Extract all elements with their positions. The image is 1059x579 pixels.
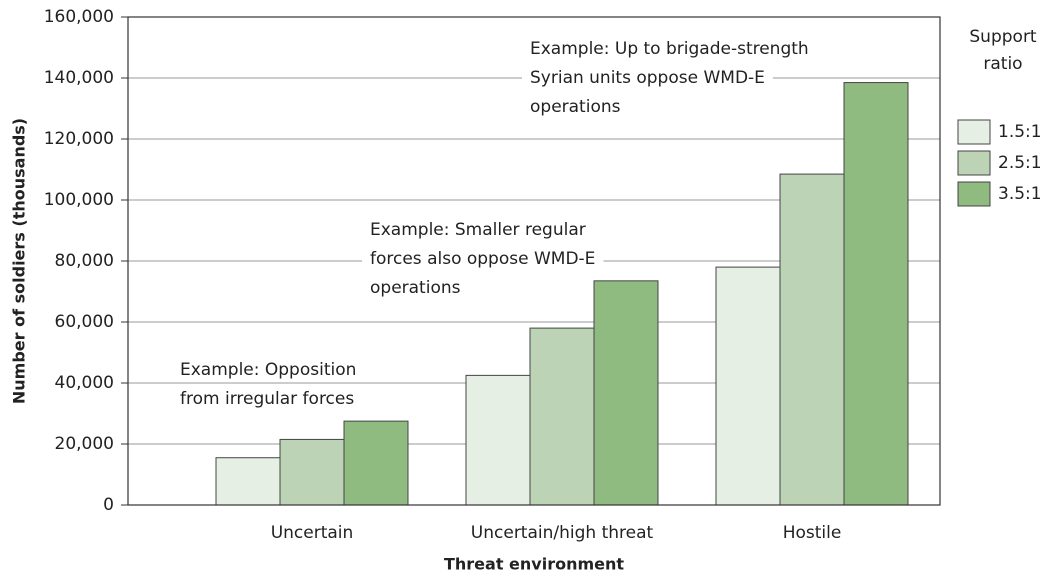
legend-label: 2.5:1: [998, 153, 1042, 173]
legend-label: 3.5:1: [998, 184, 1042, 204]
annotation: Example: Smaller regular: [370, 220, 586, 240]
annotation-bg: [172, 358, 365, 382]
annotation-bg: [522, 66, 773, 90]
legend-swatch: [957, 119, 991, 145]
y-tick-label: 0: [103, 495, 114, 515]
y-tick-label: 100,000: [44, 190, 114, 210]
y-tick-label: 20,000: [55, 434, 114, 454]
annotation-bg: [522, 37, 817, 61]
x-axis-title: Threat environment: [444, 555, 624, 574]
bar: [343, 420, 409, 506]
bar: [215, 457, 281, 506]
annotation: Example: Up to brigade-strength: [530, 39, 809, 59]
bar: [779, 173, 845, 506]
bar: [593, 280, 659, 506]
annotation: operations: [530, 97, 621, 117]
bar: [529, 327, 595, 506]
x-tick-label: Uncertain: [271, 523, 354, 543]
x-tick-label: Hostile: [783, 523, 842, 543]
legend-label: 1.5:1: [998, 122, 1042, 142]
annotation: Example: Opposition: [180, 360, 356, 380]
annotation-bg: [362, 276, 469, 300]
annotation-bg: [362, 247, 604, 271]
annotation: Syrian units oppose WMD-E: [530, 68, 765, 88]
bar: [279, 438, 345, 506]
annotation-bg: [362, 218, 594, 242]
annotation-bg: [522, 95, 629, 119]
x-tick-label: Uncertain/high threat: [471, 523, 654, 543]
y-tick-label: 40,000: [55, 373, 114, 393]
y-tick-label: 80,000: [55, 251, 114, 271]
annotation: from irregular forces: [180, 389, 354, 409]
y-tick-label: 160,000: [44, 7, 114, 27]
annotation-bg: [172, 387, 363, 411]
bar: [715, 266, 781, 506]
y-tick-label: 120,000: [44, 129, 114, 149]
y-axis-title: Number of soldiers (thousands): [10, 118, 29, 404]
annotation: forces also oppose WMD-E: [370, 249, 595, 269]
annotation: operations: [370, 278, 461, 298]
y-tick-label: 60,000: [55, 312, 114, 332]
legend-swatch: [957, 150, 991, 176]
legend-swatch: [957, 181, 991, 207]
legend-title: ratio: [983, 54, 1022, 74]
legend-title: Support: [969, 27, 1037, 47]
plot-frame: [127, 16, 941, 506]
bar: [465, 374, 531, 506]
y-tick-label: 140,000: [44, 68, 114, 88]
bar: [843, 82, 909, 506]
